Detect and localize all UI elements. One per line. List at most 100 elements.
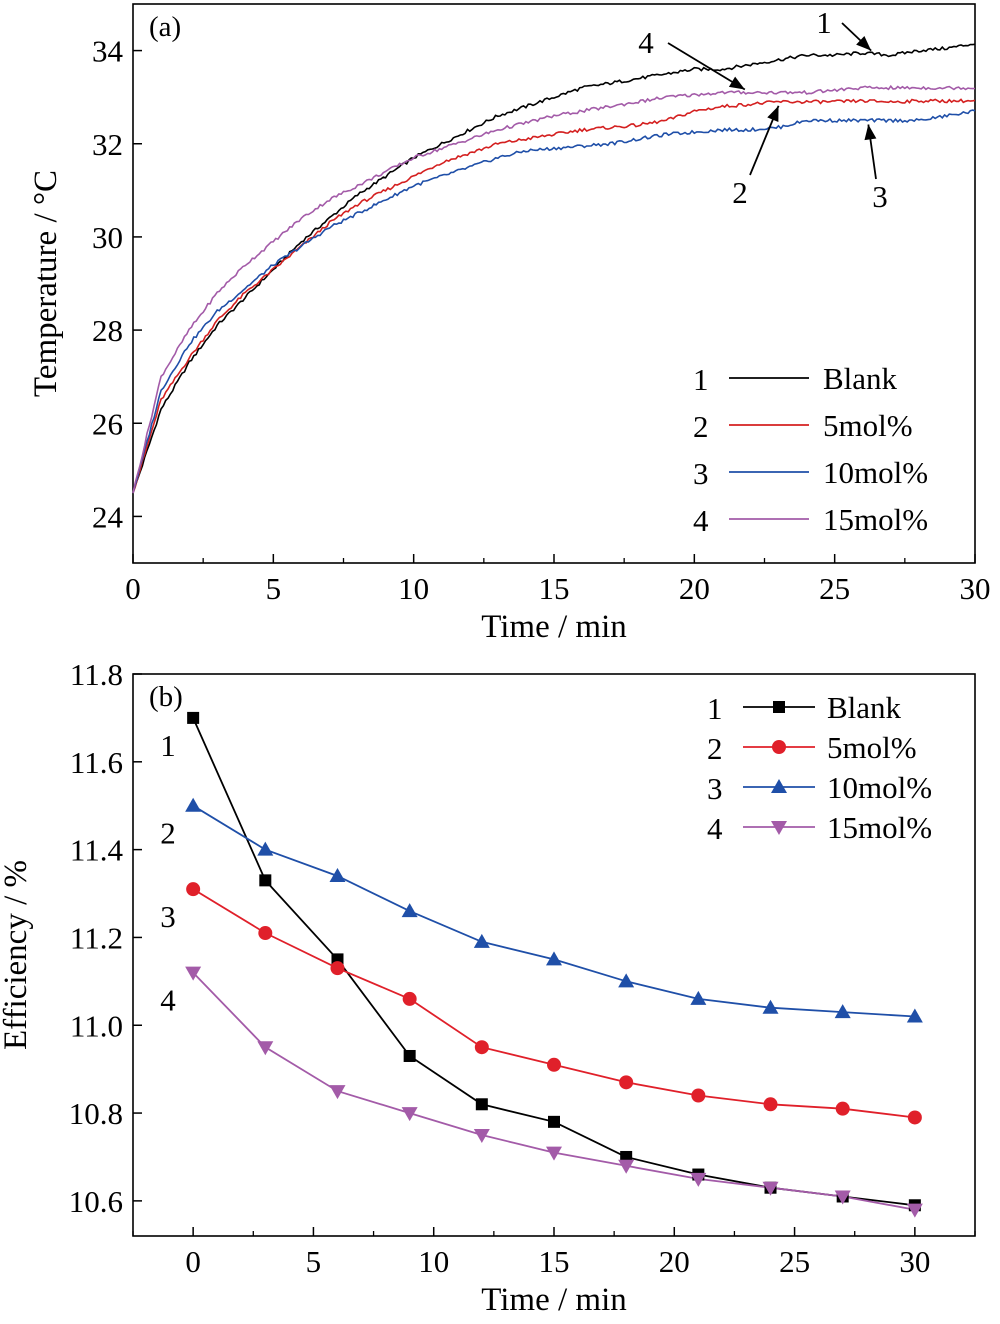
data-point-2 [402,991,417,1006]
legend-number-4: 4 [693,503,709,538]
annotation-arrow-1-head [856,35,872,51]
y-tick-label: 30 [92,220,123,255]
y-tick-label: 26 [92,406,123,441]
y-tick-label: 34 [92,34,124,69]
y-tick-label: 11.6 [70,745,123,780]
x-tick-label: 10 [418,1244,449,1279]
y-tick-label: 11.2 [70,920,123,955]
panel-label: (a) [149,11,181,43]
x-tick-label: 10 [398,571,429,606]
data-point-3 [546,951,562,966]
data-point-3 [618,973,635,988]
data-point-3 [473,933,490,948]
data-point-2 [547,1057,561,1072]
data-point-3 [185,797,202,812]
legend-label-2: 5mol% [823,408,913,443]
legend-label-1: Blank [823,361,898,396]
x-tick-label: 0 [125,571,141,606]
data-point-4 [618,1159,635,1174]
y-tick-label: 11.8 [70,657,123,692]
y-tick-label: 10.8 [69,1096,123,1131]
legend-number-4: 4 [707,811,723,846]
annotation-arrow-3-head [864,124,877,141]
x-tick-label: 5 [266,571,282,606]
data-point-4 [185,966,202,981]
x-tick-label: 15 [539,1244,570,1279]
data-point-4 [473,1129,490,1144]
series-line-2 [132,98,976,494]
series-line-4 [192,971,916,1211]
data-point-4 [762,1181,779,1196]
legend-number-3: 3 [707,771,723,806]
data-point-1 [475,1098,488,1111]
legend-number-1: 1 [693,362,709,397]
legend-marker-3 [771,779,787,793]
annotation-label-2: 2 [732,175,748,210]
series-number-label-3: 3 [160,899,176,934]
data-point-2 [330,961,345,976]
y-tick-label: 24 [92,499,124,534]
x-tick-label: 25 [819,571,850,606]
data-point-2 [835,1101,850,1116]
y-axis-title: Temperature / °C [28,170,64,397]
series-line-4 [132,84,976,494]
legend-label-3: 10mol% [823,455,928,490]
data-point-1 [548,1115,560,1128]
legend-label-1: Blank [827,690,902,725]
annotation-arrow-4-head [728,76,745,90]
series-number-label-4: 4 [160,983,176,1018]
annotation-label-3: 3 [872,179,888,214]
data-point-4 [329,1085,346,1100]
data-point-1 [187,711,200,724]
legend-label-4: 15mol% [827,810,932,845]
series-line-1 [132,43,976,494]
series-number-label-2: 2 [160,816,176,851]
data-point-3 [401,903,418,918]
data-point-3 [762,999,779,1014]
data-point-1 [403,1049,416,1062]
y-tick-label: 11.0 [70,1008,123,1043]
x-tick-label: 0 [185,1244,201,1279]
data-point-4 [834,1190,851,1205]
legend-marker-1 [773,701,785,713]
y-tick-label: 32 [92,127,123,162]
data-point-3 [834,1004,851,1019]
legend-label-3: 10mol% [827,770,932,805]
legend-number-3: 3 [693,456,709,491]
legend-label-2: 5mol% [827,730,917,765]
legend-number-1: 1 [707,691,723,726]
data-point-3 [690,990,707,1005]
y-tick-label: 28 [92,313,123,348]
data-point-4 [401,1107,418,1122]
x-axis-title: Time / min [481,609,627,645]
x-tick-label: 30 [899,1244,930,1279]
x-tick-label: 20 [679,571,710,606]
data-point-2 [258,926,273,941]
data-point-2 [619,1075,634,1090]
x-tick-label: 5 [306,1244,322,1279]
series-line-3 [132,109,976,494]
data-point-2 [691,1088,706,1103]
data-point-2 [907,1110,922,1125]
x-tick-label: 25 [779,1244,810,1279]
x-tick-label: 30 [960,571,991,606]
data-point-4 [906,1203,923,1218]
data-point-4 [690,1172,707,1187]
data-point-1 [259,874,272,887]
data-point-4 [257,1041,274,1056]
legend-label-4: 15mol% [823,502,928,537]
legend-marker-2 [772,740,786,754]
series-line-2 [192,888,916,1119]
x-tick-label: 20 [659,1244,690,1279]
data-point-3 [906,1008,923,1023]
data-point-2 [474,1040,489,1055]
series-line-3 [192,804,915,1018]
data-point-3 [257,841,274,856]
legend-marker-4 [771,821,787,835]
panel-label: (b) [149,681,183,713]
data-point-2 [763,1097,778,1112]
legend-number-2: 2 [693,409,709,444]
x-axis-title: Time / min [481,1282,627,1318]
